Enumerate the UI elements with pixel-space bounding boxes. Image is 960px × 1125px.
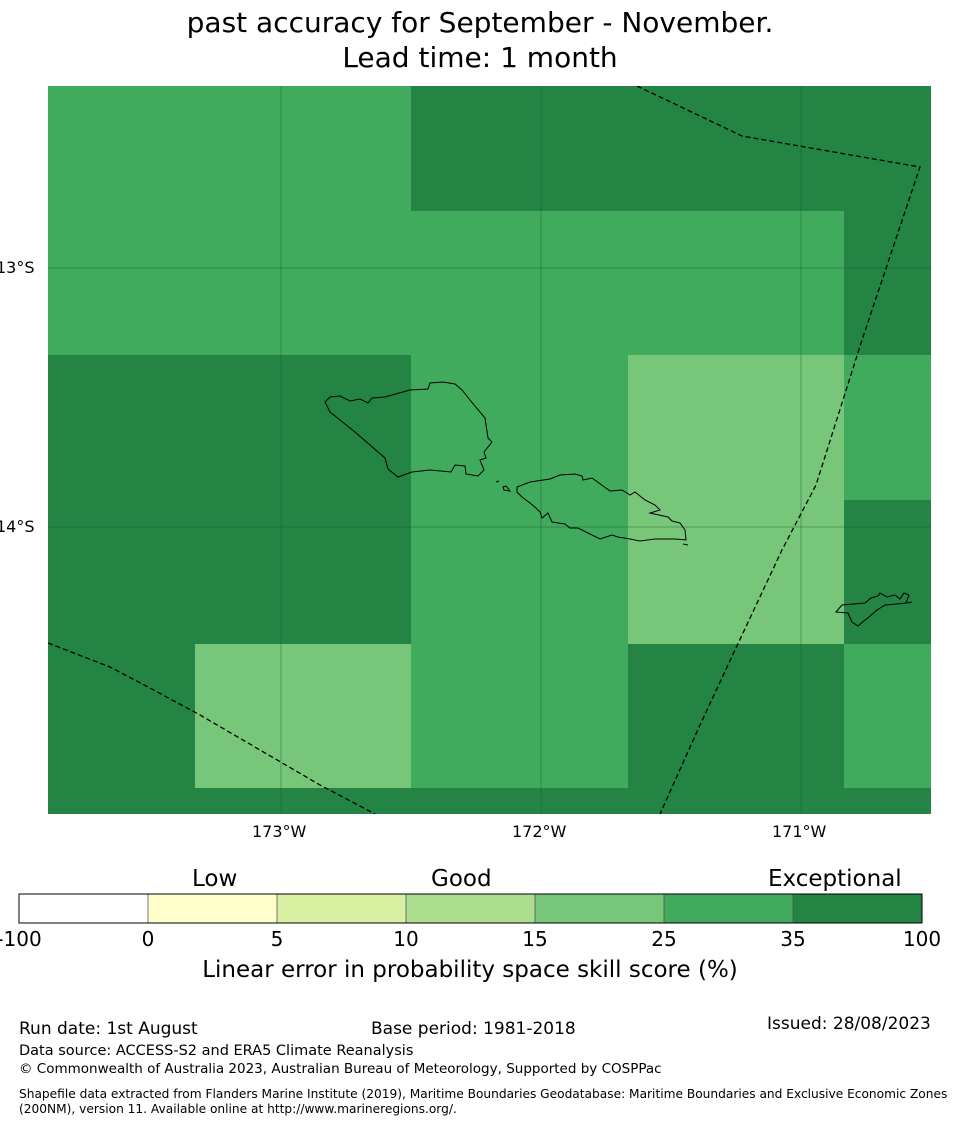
map-cell: [628, 644, 844, 788]
colorbar-tick: 0: [141, 927, 155, 951]
map-cell: [844, 500, 931, 644]
y-axis-label: 13°S: [0, 258, 35, 277]
y-axis-label: 14°S: [0, 517, 35, 536]
colorbar-segment: [277, 894, 406, 923]
colorbar-segment: [406, 894, 535, 923]
run-date: Run date: 1st August: [19, 1019, 198, 1039]
islet-outline: [906, 601, 913, 604]
map-cell: [844, 211, 931, 355]
colorbar-tick: 15: [522, 927, 548, 951]
colorbar-category-good: Good: [431, 866, 492, 892]
colorbar-label: Linear error in probability space skill …: [202, 957, 738, 983]
skill-score-map: [48, 86, 931, 814]
map-cell: [48, 86, 411, 355]
map-cell: [411, 86, 931, 211]
map-cell: [195, 644, 411, 788]
colorbar-segment: [148, 894, 277, 923]
map-title-line1: past accuracy for September - November.: [186, 6, 774, 39]
eez-boundary: [636, 86, 921, 814]
colorbar-segment: [19, 894, 148, 923]
islet-outline: [682, 543, 689, 546]
x-axis-label: 173°W: [252, 822, 307, 841]
map-cell: [844, 355, 931, 500]
map-title-line2: Lead time: 1 month: [342, 41, 618, 74]
copyright: © Commonwealth of Australia 2023, Austra…: [19, 1061, 662, 1077]
colorbar-tick: 5: [270, 927, 284, 951]
map-cell: [411, 355, 628, 788]
shapefile-credit-line1: Shapefile data extracted from Flanders M…: [19, 1087, 948, 1101]
colorbar-tick: 25: [651, 927, 677, 951]
colorbar-tick: 35: [780, 927, 806, 951]
colorbar-segment: [535, 894, 664, 923]
islet-outline: [495, 480, 500, 483]
shapefile-credit-line2: (200NM), version 11. Available online at…: [19, 1102, 457, 1116]
data-source: Data source: ACCESS-S2 and ERA5 Climate …: [19, 1043, 414, 1059]
colorbar-tick: 100: [902, 927, 942, 951]
island-savaii-outline: [324, 381, 493, 478]
eez-boundary: [48, 642, 376, 814]
colorbar-category-low: Low: [192, 866, 238, 892]
x-axis-label: 171°W: [772, 822, 827, 841]
issued-date: Issued: 28/08/2023: [767, 1014, 931, 1034]
island-tutuila-outline: [834, 592, 910, 627]
colorbar-tick: -100: [0, 927, 42, 951]
colorbar-segment: [664, 894, 793, 923]
map-cell: [628, 355, 844, 644]
islet-outline: [502, 485, 512, 492]
colorbar: [18, 893, 923, 924]
x-axis-label: 172°W: [512, 822, 567, 841]
base-period: Base period: 1981-2018: [371, 1019, 576, 1039]
map-cell: [844, 644, 931, 788]
colorbar-category-exceptional: Exceptional: [768, 866, 902, 892]
colorbar-segment: [793, 894, 922, 923]
colorbar-tick: 10: [393, 927, 419, 951]
island-upolu-outline: [516, 473, 687, 542]
map-cell: [411, 211, 844, 355]
map-cell: [411, 788, 931, 814]
